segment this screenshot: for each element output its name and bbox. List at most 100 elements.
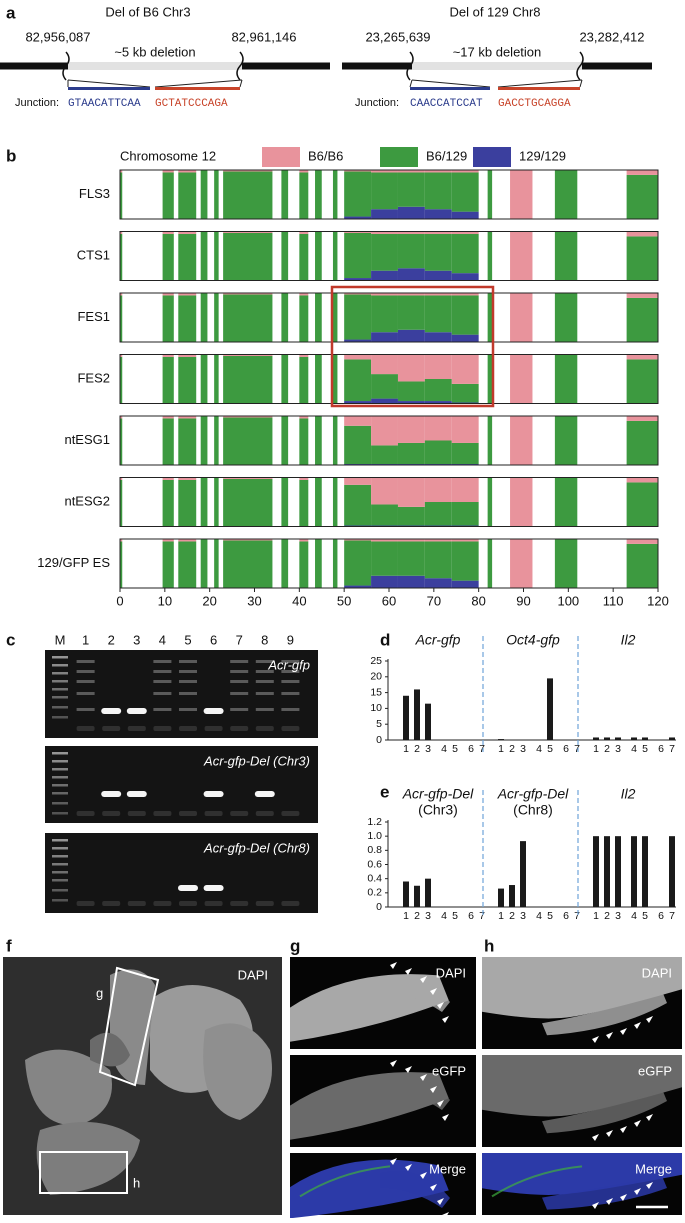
junction-label: Junction: <box>15 97 59 109</box>
genotype-segment <box>299 356 309 404</box>
arrowhead <box>646 1016 653 1023</box>
bar <box>498 888 504 907</box>
genotype-segment <box>120 479 123 527</box>
faint-band <box>76 670 95 673</box>
genotype-segment <box>223 540 273 588</box>
tissue <box>380 1072 450 1110</box>
faint-band <box>281 692 300 695</box>
genotype-segment <box>281 293 289 342</box>
genotype-segment <box>554 416 578 465</box>
genotype-segment <box>487 293 493 342</box>
genotype-segment <box>451 273 479 281</box>
x-tick-label: 7 <box>479 743 485 755</box>
arrowhead <box>420 976 427 983</box>
ladder-band <box>52 706 68 709</box>
genotype-segment <box>162 418 174 465</box>
genotype-segment <box>178 416 197 419</box>
genotype-segment <box>332 354 338 404</box>
x-tick-label: 7 <box>479 910 485 922</box>
primer-band <box>76 811 95 816</box>
arrowhead <box>390 962 397 969</box>
genotype-segment <box>451 231 479 234</box>
ladder-band <box>52 784 68 787</box>
ladder-band <box>52 752 68 755</box>
genotype-segment <box>626 231 658 237</box>
genotype-segment <box>424 295 452 333</box>
genotype-segment <box>281 231 289 281</box>
ladder-band <box>52 760 68 763</box>
genotype-segment <box>554 293 578 342</box>
genotype-segment <box>223 417 273 465</box>
genotype-segment <box>554 354 578 404</box>
genotype-segment <box>344 425 372 465</box>
genotype-segment <box>120 416 123 419</box>
genotype-segment <box>371 231 398 234</box>
junction-bar <box>68 87 150 90</box>
genotype-segment <box>626 297 658 342</box>
track-border <box>119 169 659 220</box>
genotype-segment <box>371 504 398 526</box>
genotype-segment <box>162 233 174 281</box>
genotype-segment <box>451 170 479 173</box>
faint-band <box>76 660 95 663</box>
genotype-segment <box>178 172 197 219</box>
genotype-segment <box>451 580 479 588</box>
genotype-segment <box>344 539 372 541</box>
genotype-segment <box>200 354 208 404</box>
ladder-band <box>52 656 68 659</box>
x-tick-label: 2 <box>604 910 610 922</box>
coordinate: 82,961,146 <box>231 29 296 44</box>
x-tick-label: 1 <box>498 910 504 922</box>
legend-swatch <box>262 147 300 167</box>
gfp-signal <box>491 1165 583 1198</box>
track-border <box>119 415 659 466</box>
genotype-segment <box>344 354 372 360</box>
x-tick-label: 5 <box>547 743 553 755</box>
x-tick-label: 70 <box>427 593 441 608</box>
ladder-band <box>52 863 68 866</box>
sample-label: FES2 <box>77 370 110 385</box>
ladder-band <box>52 776 68 779</box>
bar <box>604 836 610 907</box>
track-border <box>119 231 659 281</box>
arrowhead <box>405 1066 412 1073</box>
x-tick-label: 5 <box>642 743 648 755</box>
genotype-segment <box>332 231 338 281</box>
ladder-band <box>52 889 68 892</box>
genotype-segment <box>424 233 452 271</box>
tissue <box>482 1153 682 1195</box>
ladder-band <box>52 768 68 771</box>
ladder-band <box>52 899 68 902</box>
y-tick-label: 0.2 <box>367 887 382 899</box>
genotype-segment <box>200 231 208 281</box>
inset-box <box>98 966 160 1087</box>
genotype-segment <box>371 539 398 542</box>
x-tick-label: 7 <box>669 910 675 922</box>
junction-link <box>67 79 151 88</box>
x-tick-label: 4 <box>441 910 447 922</box>
sequence: GTAACATTCAA <box>68 98 141 110</box>
legend-swatch <box>473 147 511 167</box>
lane-label: 6 <box>210 632 217 647</box>
genotype-segment <box>424 379 452 402</box>
genotype-segment <box>424 440 452 465</box>
genotype-segment <box>626 293 658 298</box>
group-title: Acr-gfp <box>415 632 461 648</box>
x-tick-label: 5 <box>642 910 648 922</box>
band <box>101 708 122 714</box>
genotype-segment <box>487 539 493 588</box>
stain-label: DAPI <box>642 965 672 980</box>
genotype-segment <box>162 539 174 542</box>
genotype-segment <box>510 539 533 588</box>
genotype-segment <box>344 293 372 295</box>
genotype-segment <box>344 477 372 485</box>
genotype-segment <box>424 578 452 588</box>
genotype-segment <box>397 506 425 526</box>
faint-band <box>230 680 249 683</box>
band <box>254 791 275 797</box>
inset-label: g <box>96 985 103 1000</box>
stain-label: eGFP <box>638 1063 672 1078</box>
y-tick-label: 10 <box>370 702 382 714</box>
genotype-segment <box>223 293 273 295</box>
genotype-segment <box>371 332 398 342</box>
